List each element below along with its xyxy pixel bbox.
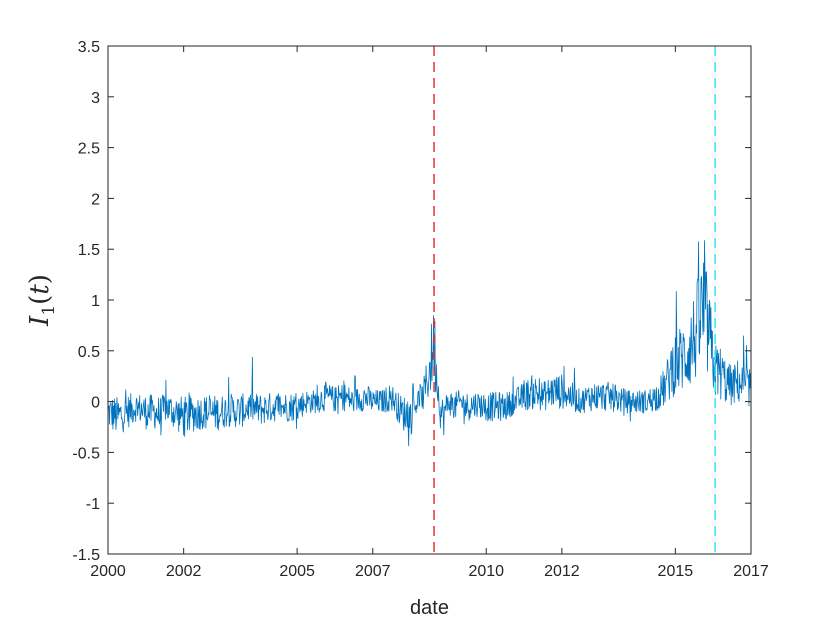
y-tick-label: -1.5 <box>72 547 100 564</box>
x-tick-label: 2005 <box>279 563 315 580</box>
y-axis-label-subscript: 1 <box>39 305 59 316</box>
svg-text:I1(t): I1(t) <box>25 274 59 327</box>
x-tick-label: 2017 <box>733 563 769 580</box>
series-layer <box>107 240 752 447</box>
annotation-layer <box>433 46 716 554</box>
y-tick-label: -0.5 <box>72 445 100 462</box>
x-tick-label: 2012 <box>544 563 580 580</box>
y-tick-label: 1 <box>91 293 100 310</box>
y-axis-label: I1(t) <box>25 274 59 327</box>
x-tick-label: 2002 <box>166 563 202 580</box>
y-tick-label: 2.5 <box>78 141 100 158</box>
y-tick-label: -1 <box>86 496 100 513</box>
y-tick-label: 0.5 <box>78 344 100 361</box>
x-tick-label: 2010 <box>468 563 504 580</box>
series-line-1 <box>107 240 752 447</box>
y-axis-label-argument: t <box>25 284 55 295</box>
y-tick-label: 1.5 <box>78 242 100 259</box>
x-axis-label: date <box>410 597 449 619</box>
y-tick-label: 0 <box>91 395 100 412</box>
y-axis-label-symbol: I <box>25 315 55 327</box>
tick-layer: 2000 2002 2005 2007 2010 2012 2015 2017 -1.5 -1 -0… <box>72 39 768 580</box>
x-tick-label: 2007 <box>355 563 391 580</box>
y-tick-label: 3.5 <box>78 39 100 56</box>
x-tick-label: 2000 <box>90 563 126 580</box>
y-tick-label: 3 <box>91 90 100 107</box>
y-tick-label: 2 <box>91 191 100 208</box>
x-tick-label: 2015 <box>658 563 694 580</box>
